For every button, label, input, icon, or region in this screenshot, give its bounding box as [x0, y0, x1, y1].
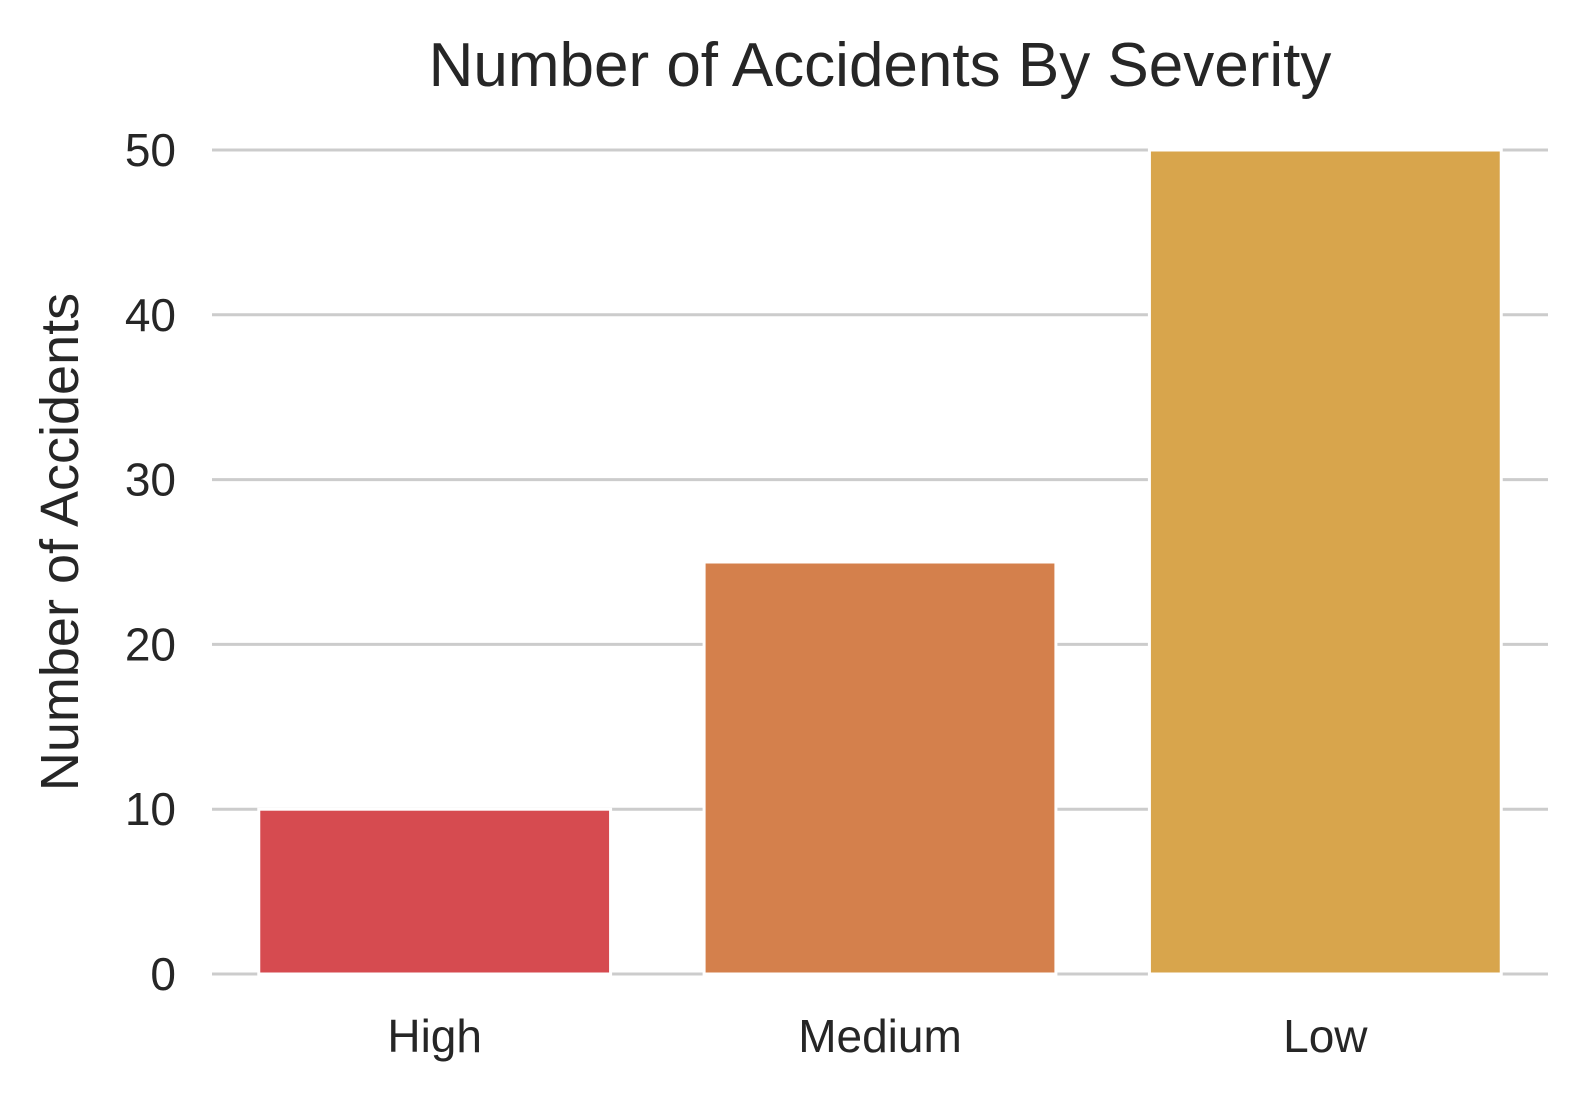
y-tick-label: 40 [125, 289, 176, 341]
x-axis-ticks: High Medium Low [387, 1010, 1368, 1062]
y-tick-label: 0 [150, 948, 176, 1000]
x-tick-label-medium: Medium [798, 1010, 962, 1062]
y-tick-label: 30 [125, 454, 176, 506]
y-tick-label: 20 [125, 618, 176, 670]
y-axis-label: Number of Accidents [30, 293, 90, 791]
bars [257, 148, 1503, 976]
y-tick-label: 50 [125, 124, 176, 176]
y-tick-label: 10 [125, 783, 176, 835]
bar-high [257, 807, 613, 976]
chart-title: Number of Accidents By Severity [429, 31, 1332, 100]
x-tick-label-high: High [387, 1010, 482, 1062]
bar-medium [702, 560, 1058, 976]
bar-low [1147, 148, 1503, 976]
y-axis-ticks: 0 10 20 30 40 50 [125, 124, 176, 1000]
x-tick-label-low: Low [1283, 1010, 1368, 1062]
